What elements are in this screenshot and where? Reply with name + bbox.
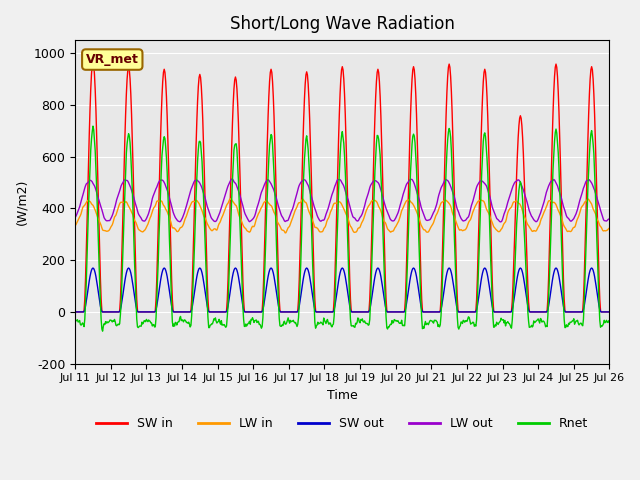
- SW in: [71, 309, 79, 315]
- Rnet: [71, 317, 79, 323]
- Line: Rnet: Rnet: [75, 126, 609, 331]
- SW in: [89, 59, 97, 64]
- SW out: [219, 309, 227, 315]
- SW out: [89, 265, 97, 271]
- SW out: [423, 309, 431, 315]
- LW in: [424, 229, 431, 235]
- LW out: [408, 177, 415, 182]
- LW out: [228, 176, 236, 182]
- SW in: [423, 309, 431, 315]
- SW out: [81, 307, 88, 312]
- Title: Short/Long Wave Radiation: Short/Long Wave Radiation: [230, 15, 455, 33]
- SW out: [136, 309, 144, 315]
- Line: SW out: SW out: [75, 268, 609, 312]
- Y-axis label: (W/m2): (W/m2): [15, 179, 28, 225]
- Rnet: [408, 141, 416, 147]
- LW in: [81, 202, 88, 208]
- SW out: [71, 309, 79, 315]
- Line: LW out: LW out: [75, 179, 609, 222]
- Rnet: [99, 328, 106, 334]
- LW in: [136, 228, 143, 233]
- LW out: [218, 202, 226, 208]
- SW in: [219, 309, 227, 315]
- LW in: [227, 196, 234, 202]
- LW in: [408, 200, 416, 206]
- LW out: [71, 215, 79, 220]
- Rnet: [424, 321, 431, 326]
- LW out: [136, 213, 143, 219]
- Text: VR_met: VR_met: [86, 53, 139, 66]
- Rnet: [220, 322, 227, 328]
- LW out: [190, 180, 198, 185]
- LW in: [282, 230, 289, 236]
- SW in: [136, 309, 144, 315]
- LW out: [423, 217, 431, 223]
- LW out: [81, 185, 88, 191]
- Rnet: [191, 214, 199, 220]
- X-axis label: Time: Time: [327, 389, 358, 402]
- LW in: [218, 214, 226, 220]
- LW in: [71, 223, 79, 228]
- Rnet: [605, 318, 612, 324]
- SW in: [605, 309, 612, 315]
- SW out: [408, 270, 415, 276]
- Legend: SW in, LW in, SW out, LW out, Rnet: SW in, LW in, SW out, LW out, Rnet: [91, 412, 593, 435]
- LW out: [605, 216, 612, 222]
- LW in: [605, 226, 612, 231]
- SW in: [408, 91, 415, 97]
- SW out: [191, 288, 198, 294]
- Rnet: [138, 324, 145, 329]
- LW in: [190, 199, 198, 204]
- Rnet: [81, 316, 88, 322]
- SW in: [81, 296, 88, 302]
- SW in: [191, 196, 198, 202]
- LW out: [497, 219, 504, 225]
- Line: LW in: LW in: [75, 199, 609, 233]
- Rnet: [89, 123, 97, 129]
- Line: SW in: SW in: [75, 61, 609, 312]
- SW out: [605, 309, 612, 315]
